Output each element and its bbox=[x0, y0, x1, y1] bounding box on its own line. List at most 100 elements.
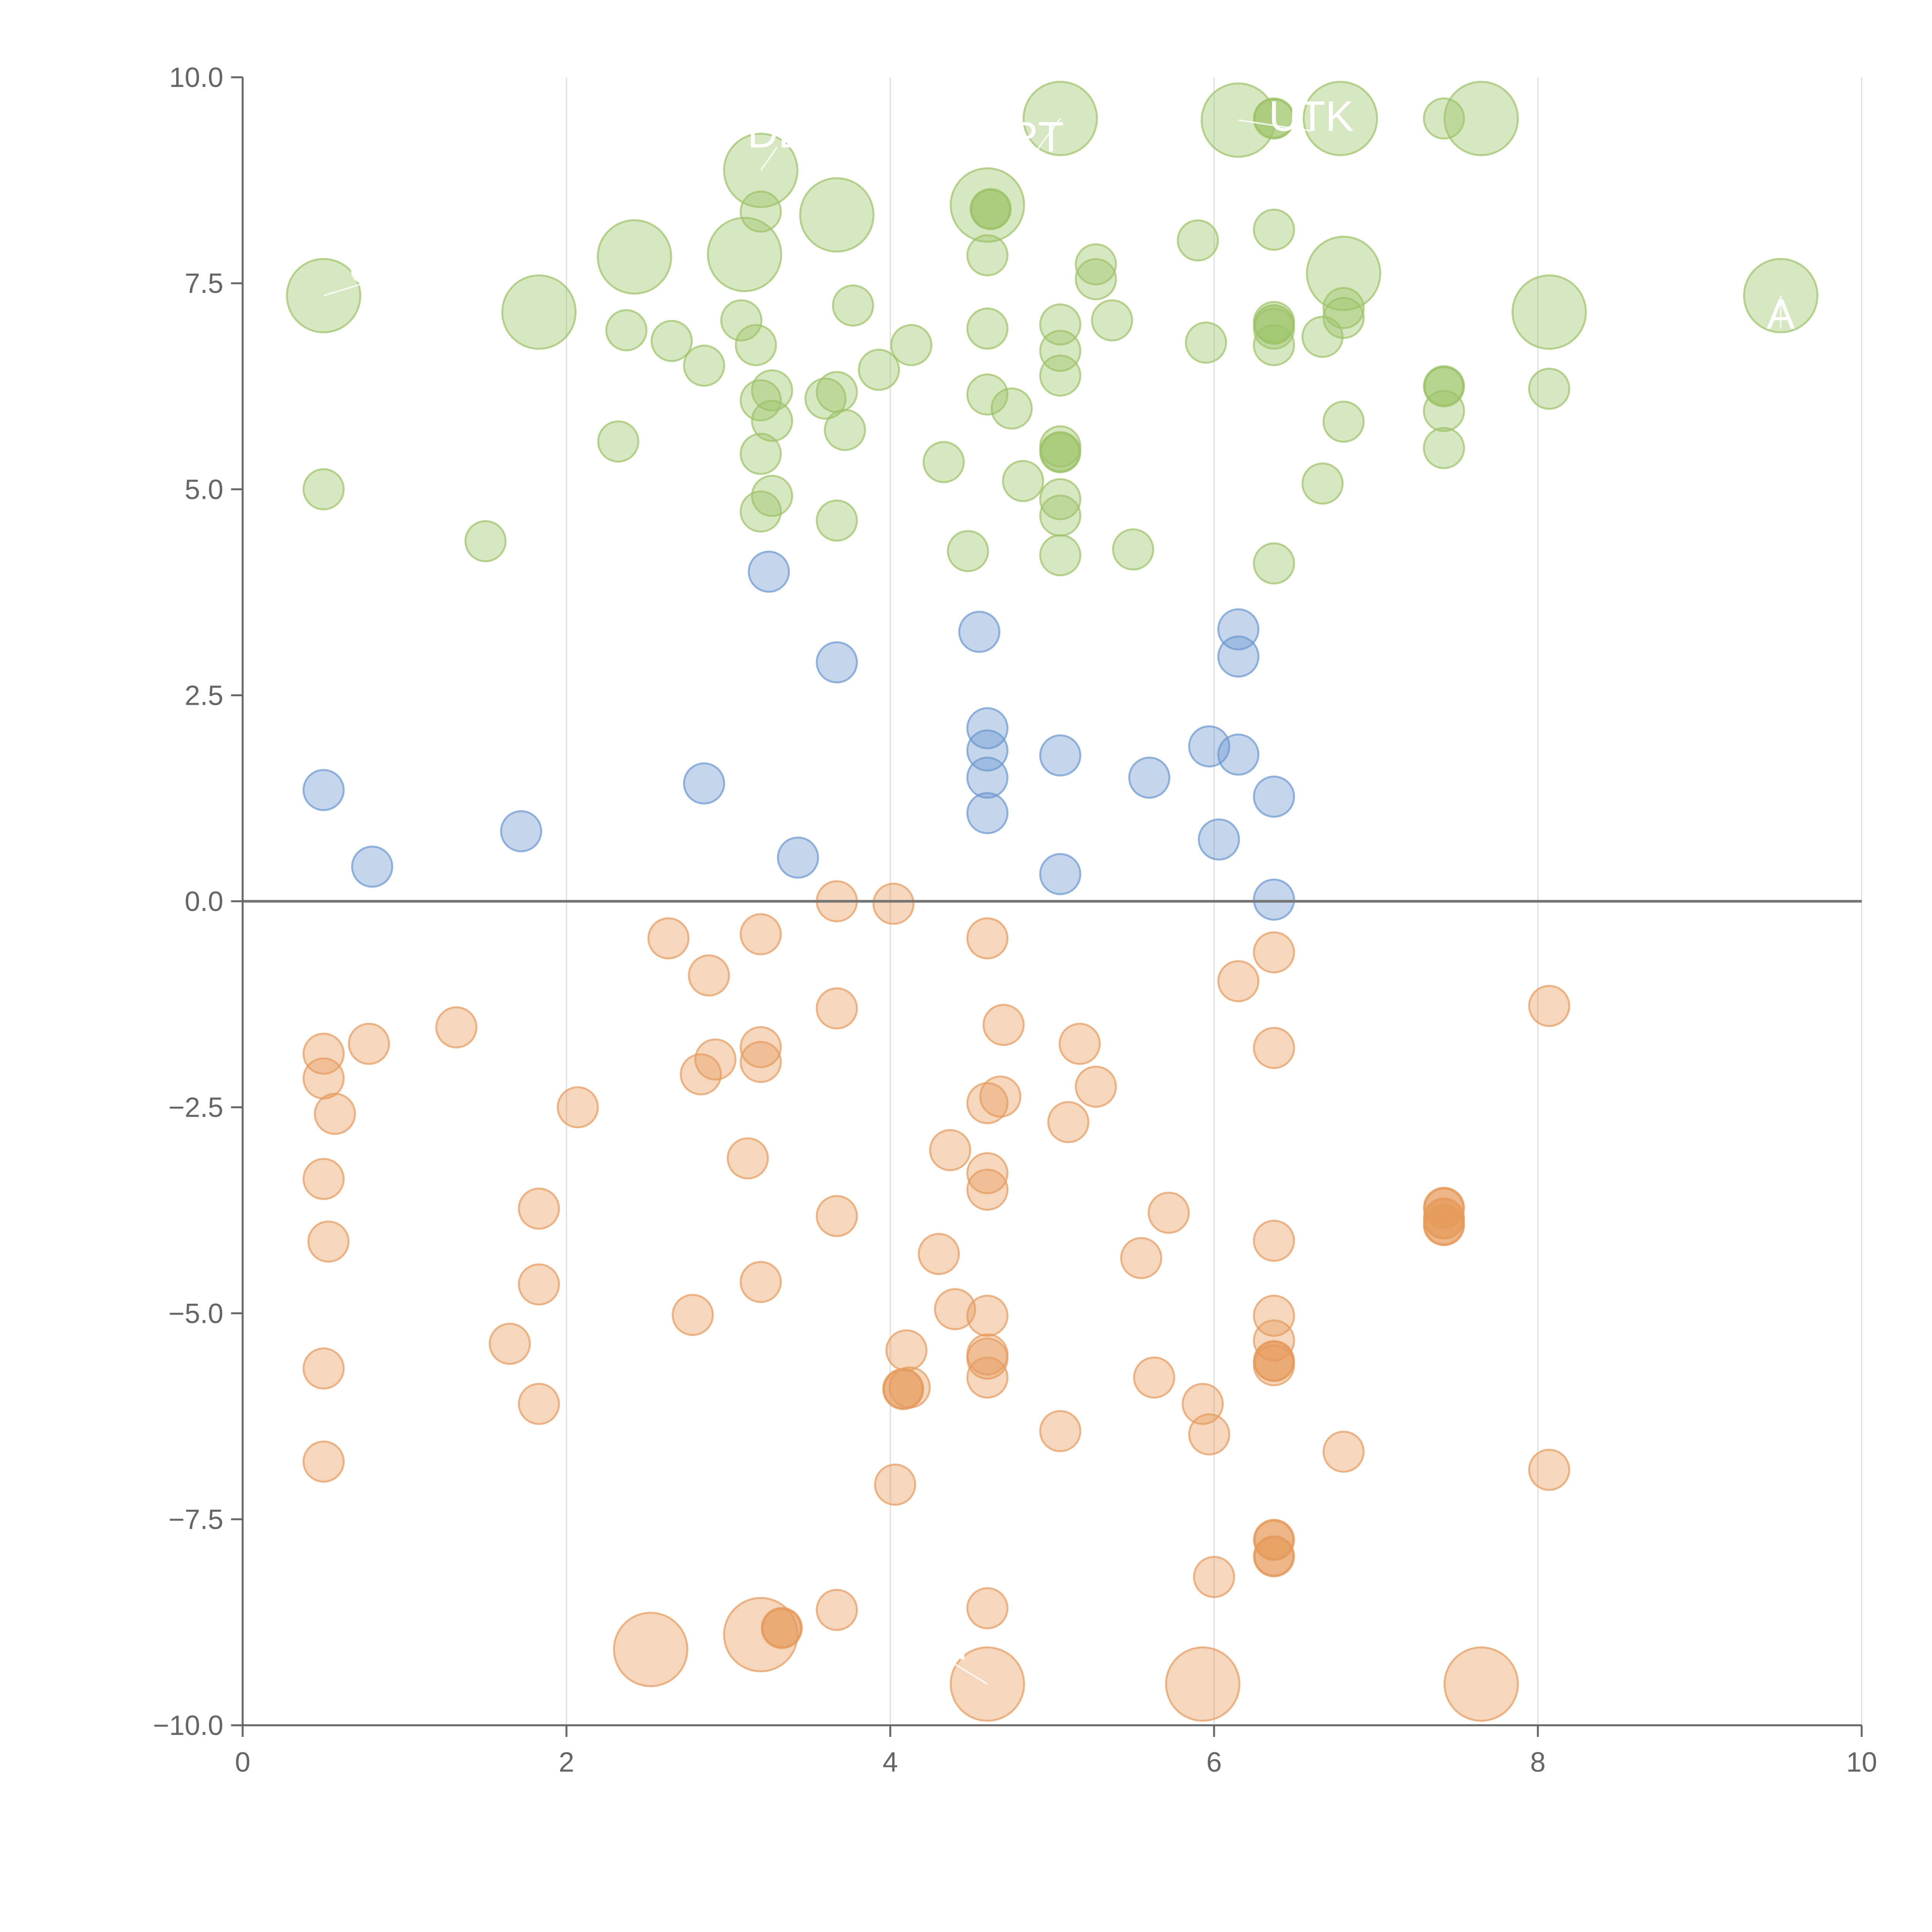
green-point bbox=[1303, 81, 1378, 156]
blue-point bbox=[748, 551, 790, 593]
orange-point bbox=[929, 1129, 971, 1172]
blue-point bbox=[1217, 733, 1260, 776]
orange-point bbox=[303, 1347, 345, 1390]
green-point bbox=[1322, 297, 1365, 339]
green-point bbox=[824, 409, 866, 451]
annotation-label: A bbox=[1767, 290, 1795, 338]
green-point bbox=[1039, 303, 1082, 346]
blue-point bbox=[683, 762, 725, 805]
green-point bbox=[1301, 462, 1344, 505]
green-point bbox=[1039, 534, 1082, 577]
orange-point bbox=[307, 1220, 350, 1263]
orange-point bbox=[885, 1329, 928, 1372]
y-tick-label: 5.0 bbox=[185, 474, 223, 505]
orange-point bbox=[1443, 1646, 1519, 1722]
orange-point bbox=[647, 917, 690, 959]
orange-point bbox=[1120, 1237, 1162, 1279]
x-tick-label: 10 bbox=[1846, 1747, 1877, 1778]
green-point bbox=[650, 320, 693, 362]
orange-point bbox=[966, 1294, 1009, 1337]
orange-point bbox=[966, 1152, 1009, 1194]
green-highlight-point bbox=[970, 189, 1011, 230]
annotation-label: UTK bbox=[1269, 93, 1354, 140]
green-point bbox=[890, 324, 932, 366]
orange-highlight-point bbox=[1423, 1205, 1464, 1246]
green-point bbox=[1528, 367, 1570, 410]
orange-point bbox=[1322, 1430, 1365, 1473]
annotation-label: RT bbox=[1008, 113, 1064, 161]
green-point bbox=[966, 234, 1009, 277]
orange-point bbox=[966, 1082, 1009, 1124]
blue-point bbox=[816, 641, 858, 684]
green-point bbox=[1322, 400, 1365, 443]
orange-point bbox=[966, 1168, 1009, 1211]
orange-point bbox=[518, 1383, 560, 1425]
x-tick-label: 0 bbox=[235, 1747, 250, 1778]
orange-point bbox=[918, 1233, 960, 1275]
orange-point bbox=[680, 1053, 722, 1095]
green-point bbox=[1253, 542, 1295, 585]
orange-point bbox=[1133, 1356, 1175, 1399]
blue-point bbox=[966, 792, 1009, 834]
green-point bbox=[1306, 236, 1381, 311]
green-point bbox=[832, 284, 874, 327]
y-tick-label: −10.0 bbox=[153, 1710, 223, 1741]
orange-point bbox=[934, 1288, 976, 1330]
green-point bbox=[605, 309, 648, 352]
orange-point bbox=[1165, 1646, 1241, 1722]
orange-point bbox=[1528, 1449, 1570, 1491]
annotation-leader bbox=[1035, 118, 1061, 152]
orange-highlight-point bbox=[1253, 1340, 1294, 1381]
orange-point bbox=[1217, 960, 1260, 1002]
green-point bbox=[1002, 460, 1044, 502]
x-tick-label: 4 bbox=[883, 1747, 898, 1778]
orange-point bbox=[518, 1187, 560, 1230]
annotation-leader bbox=[323, 282, 364, 297]
annotation-label: NI bbox=[926, 1621, 968, 1668]
green-point bbox=[1075, 243, 1117, 286]
annotation-leader bbox=[946, 1658, 988, 1685]
orange-point bbox=[303, 1440, 345, 1483]
blue-point bbox=[1253, 776, 1295, 818]
green-point bbox=[799, 177, 875, 253]
blue-point bbox=[351, 845, 393, 888]
blue-point bbox=[1128, 757, 1170, 799]
orange-point bbox=[1193, 1556, 1235, 1598]
green-point bbox=[1039, 478, 1082, 520]
x-tick-label: 8 bbox=[1530, 1747, 1546, 1778]
green-point bbox=[816, 371, 858, 413]
green-point bbox=[597, 420, 639, 463]
green-point bbox=[922, 441, 965, 483]
green-point bbox=[966, 373, 1009, 416]
y-tick-label: 7.5 bbox=[185, 268, 223, 299]
green-point bbox=[1075, 258, 1117, 300]
orange-point bbox=[518, 1263, 560, 1306]
orange-point bbox=[874, 1463, 917, 1506]
orange-point bbox=[303, 1032, 345, 1075]
green-point bbox=[990, 387, 1033, 430]
blue-point bbox=[966, 707, 1009, 750]
green-point bbox=[707, 216, 782, 292]
annotation-label: DB bbox=[747, 109, 806, 156]
blue-point bbox=[958, 611, 1000, 653]
x-tick-label: 6 bbox=[1206, 1747, 1222, 1778]
blue-point bbox=[1217, 635, 1260, 678]
green-point bbox=[816, 499, 858, 542]
orange-point bbox=[726, 1137, 769, 1180]
orange-point bbox=[816, 987, 858, 1030]
orange-point bbox=[982, 1003, 1025, 1046]
blue-point bbox=[966, 757, 1009, 799]
orange-point bbox=[1253, 931, 1295, 974]
green-point bbox=[1112, 528, 1154, 571]
green-point bbox=[1253, 209, 1295, 251]
blue-point bbox=[500, 810, 543, 852]
orange-point bbox=[816, 1588, 858, 1631]
y-tick-label: −2.5 bbox=[168, 1092, 223, 1123]
orange-point bbox=[966, 1587, 1009, 1629]
orange-point bbox=[1253, 1294, 1295, 1337]
green-point bbox=[1511, 274, 1587, 350]
data-points bbox=[286, 81, 1818, 1722]
orange-point bbox=[1253, 1219, 1295, 1262]
orange-point bbox=[1039, 1410, 1082, 1452]
